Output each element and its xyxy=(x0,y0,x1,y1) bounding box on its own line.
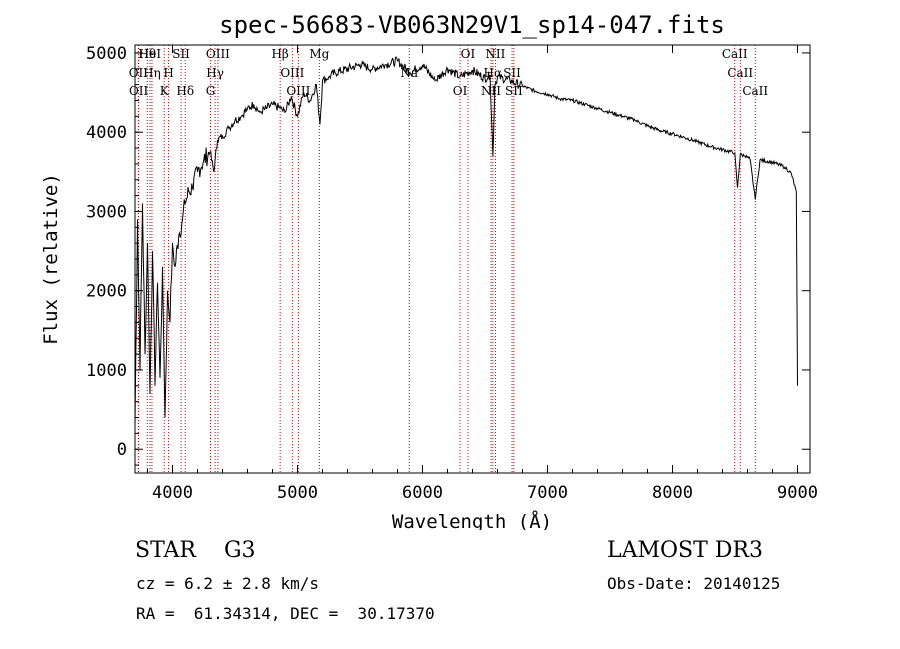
line-label: HeI xyxy=(139,47,162,61)
line-label: NII xyxy=(485,47,505,61)
line-label: Hγ xyxy=(206,66,224,80)
y-tick-label: 1000 xyxy=(86,361,127,381)
line-label: CaII xyxy=(722,47,748,61)
line-label: SII xyxy=(503,66,521,80)
line-label: Hδ xyxy=(176,84,194,98)
object-classification: STAR G3 xyxy=(135,538,256,563)
line-label: NII xyxy=(481,84,501,98)
y-tick-label: 0 xyxy=(117,440,127,460)
x-tick-label: 9000 xyxy=(777,483,818,503)
observation-date: Obs-Date: 20140125 xyxy=(607,574,781,593)
line-label: H xyxy=(163,66,173,80)
y-tick-label: 4000 xyxy=(86,123,127,143)
chart-title: spec-56683-VB063N29V1_sp14-047.fits xyxy=(219,11,725,39)
line-label: OI xyxy=(461,47,476,61)
x-tick-label: 4000 xyxy=(152,483,193,503)
line-label: CaII xyxy=(742,84,768,98)
x-tick-label: 6000 xyxy=(402,483,443,503)
y-axis-label: Flux (relative) xyxy=(40,173,62,345)
line-label: G xyxy=(206,84,216,98)
line-label: OIII xyxy=(280,66,304,80)
y-tick-label: 3000 xyxy=(86,202,127,222)
object-class: STAR xyxy=(135,538,196,563)
spectrum-line xyxy=(134,56,798,426)
survey-name: LAMOST DR3 xyxy=(607,538,763,563)
line-label: OII xyxy=(129,84,149,98)
y-tick-label: 2000 xyxy=(86,282,127,302)
line-label: K xyxy=(160,84,170,98)
spectrum-chart: spec-56683-VB063N29V1_sp14-047.fits Hθ OI… xyxy=(40,11,818,530)
spectral-line-markers xyxy=(137,45,756,473)
y-axis-ticks: 0 1000 2000 3000 4000 5000 xyxy=(86,44,810,466)
x-axis-label: Wavelength (Å) xyxy=(392,510,552,530)
x-axis-ticks: 4000 5000 6000 7000 8000 9000 xyxy=(147,45,818,503)
object-subclass: G3 xyxy=(223,538,256,563)
line-label: CaII xyxy=(727,66,753,80)
line-label: Mg xyxy=(309,47,329,61)
line-label: Hβ xyxy=(271,47,288,61)
line-label: Na xyxy=(400,66,418,80)
x-tick-label: 7000 xyxy=(527,483,568,503)
line-label: Hα xyxy=(484,66,503,80)
line-label: SII xyxy=(505,84,523,98)
line-label: OIII xyxy=(206,47,230,61)
line-label: OII xyxy=(129,66,149,80)
redshift-cz: cz = 6.2 ± 2.8 km/s xyxy=(136,574,320,593)
line-label: SII xyxy=(172,47,190,61)
x-tick-label: 5000 xyxy=(277,483,318,503)
line-label: Hθ xyxy=(138,47,156,61)
x-tick-label: 8000 xyxy=(652,483,693,503)
ra-dec-coordinates: RA = 61.34314, DEC = 30.17370 xyxy=(136,604,435,623)
y-tick-label: 5000 xyxy=(86,44,127,64)
line-label: Hη xyxy=(143,66,161,80)
line-label: OI xyxy=(453,84,468,98)
plot-frame xyxy=(134,44,811,474)
